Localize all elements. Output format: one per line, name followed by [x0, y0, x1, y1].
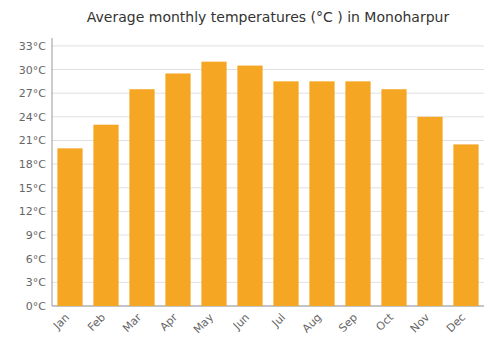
bar [93, 125, 118, 306]
bar [129, 89, 154, 306]
x-tick-label: Oct [373, 310, 396, 333]
bar [273, 81, 298, 306]
x-tick-label: Jan [50, 311, 72, 333]
bars [57, 62, 478, 306]
x-tick-label: May [191, 311, 217, 337]
x-axis: Jan Feb Mar Apr May Jun Jul Aug Sep Oct Nov Dec [50, 310, 468, 336]
y-tick-label: 24°C [19, 111, 46, 124]
grid-line [52, 93, 484, 94]
y-tick-label: 9°C [26, 229, 46, 242]
x-tick-label: Feb [85, 311, 108, 334]
bar [201, 62, 226, 306]
x-tick-label: Dec [444, 311, 468, 335]
title: Average monthly temperatures (°C ) in Mo… [87, 9, 450, 25]
grid-line [52, 45, 484, 46]
x-tick-label: Aug [300, 311, 324, 335]
x-tick-label: Sep [336, 311, 360, 335]
y-tick-label: 33°C [19, 40, 46, 53]
x-tick-label: Jul [269, 311, 288, 330]
x-tick-label: Nov [408, 311, 433, 336]
bar [57, 148, 82, 306]
y-tick-label: 3°C [26, 276, 46, 289]
y-tick-label: 27°C [19, 87, 46, 100]
bar [165, 73, 190, 306]
y-tick-label: 18°C [19, 158, 46, 171]
bar [237, 66, 262, 306]
bar [417, 117, 442, 306]
y-tick-label: 12°C [19, 205, 46, 218]
grid-line [52, 69, 484, 70]
chart-container: Average monthly temperatures (°C ) in Mo… [0, 0, 500, 350]
y-tick-label: 0°C [26, 300, 46, 313]
bar [453, 144, 478, 306]
y-tick-label: 15°C [19, 182, 46, 195]
y-axis: 0°C 3°C 6°C 9°C 12°C 15°C 18°C 21°C 24°C 27°C 30°C… [19, 38, 484, 313]
x-tick-label: Jun [230, 311, 252, 333]
bar [345, 81, 370, 306]
bar [309, 81, 334, 306]
y-axis-line [52, 38, 53, 306]
bar [381, 89, 406, 306]
y-tick-label: 6°C [26, 253, 46, 266]
x-tick-label: Apr [157, 311, 180, 334]
y-tick-label: 30°C [19, 64, 46, 77]
x-tick-label: Mar [120, 311, 144, 335]
y-tick-label: 21°C [19, 134, 46, 147]
chart-svg: Average monthly temperatures (°C ) in Mo… [0, 0, 500, 350]
